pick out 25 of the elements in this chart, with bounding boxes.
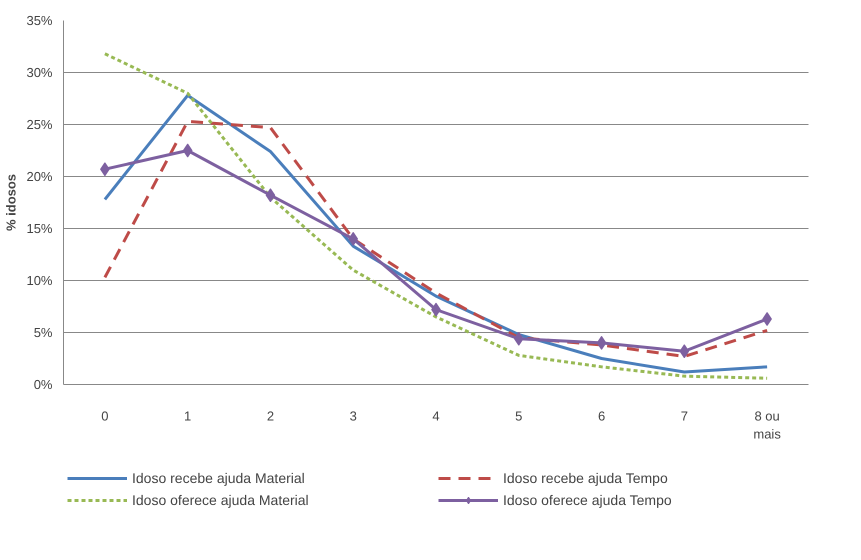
x-tick-label: 4 [432, 408, 440, 424]
y-tick-label: 20% [26, 169, 53, 184]
point [514, 332, 524, 346]
legend-label: Idoso recebe ajuda Material [132, 470, 306, 486]
x-tick-label: 8 ou mais [753, 408, 782, 442]
x-tick-label: 1 [184, 408, 192, 424]
y-axis-title: % idosos [3, 174, 18, 232]
y-tick-label: 0% [34, 377, 53, 392]
y-tick-label: 10% [26, 273, 53, 288]
point [182, 144, 192, 158]
y-tick-label: 5% [34, 325, 53, 340]
y-tick-label: 35% [26, 13, 53, 28]
x-tick-label: 7 [680, 408, 688, 424]
y-tick-label: 30% [26, 65, 53, 80]
point [348, 232, 358, 246]
legend-label: Idoso recebe ajuda Tempo [503, 470, 669, 486]
x-tick-label: 3 [350, 408, 357, 424]
x-tick-label: 6 [598, 408, 606, 424]
legend-label: Idoso oferece ajuda Material [132, 492, 310, 508]
legend-label: Idoso oferece ajuda Tempo [503, 492, 673, 508]
y-tick-label: 25% [26, 117, 53, 132]
x-tick-label: 0 [101, 408, 109, 424]
x-tick-label: 5 [515, 408, 522, 424]
y-tick-label: 15% [26, 221, 53, 236]
x-tick-label: 2 [266, 408, 274, 424]
